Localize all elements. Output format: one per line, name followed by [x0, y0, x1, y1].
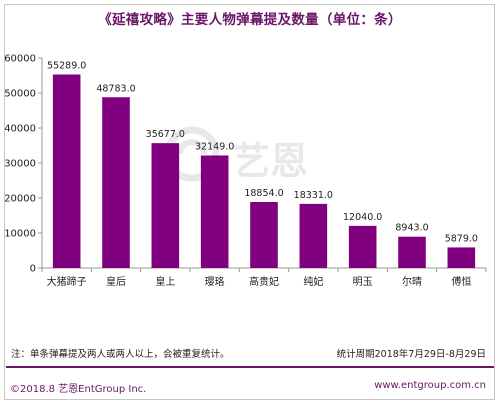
data-label: 12040.0	[343, 212, 382, 223]
bar	[398, 236, 426, 268]
bar	[348, 225, 377, 268]
copyright: ©2018.8 艺恩EntGroup Inc.	[10, 384, 147, 395]
bar	[151, 143, 180, 268]
y-tick-label: 10000	[4, 229, 36, 240]
y-tick-label: 30000	[4, 159, 36, 170]
y-tick-label: 50000	[4, 89, 36, 100]
y-tick-label: 0	[30, 264, 36, 275]
x-tick-label: 尔晴	[402, 275, 422, 288]
x-tick-label: 皇上	[155, 275, 175, 288]
data-label: 5879.0	[445, 233, 478, 244]
bar	[299, 203, 328, 268]
watermark-text: 艺恩	[232, 139, 309, 183]
data-label: 18854.0	[244, 188, 283, 199]
x-tick-label: 大猪蹄子	[47, 275, 87, 288]
data-label: 48783.0	[96, 83, 135, 94]
data-label: 18331.0	[294, 190, 333, 201]
bar	[250, 202, 278, 268]
statistics-period: 统计周期2018年7月29日-8月29日	[336, 349, 486, 360]
data-label: 35677.0	[146, 129, 185, 140]
bar	[52, 74, 81, 269]
x-tick-label: 明玉	[353, 276, 373, 288]
y-tick-label: 60000	[4, 54, 36, 65]
x-tick-label: 纯妃	[303, 275, 323, 288]
footer-divider	[6, 366, 494, 368]
data-label: 55289.0	[47, 60, 86, 71]
bar-chart: 0 10000 20000 30000 40000 50000 60000 55289.0 大猪…	[4, 54, 487, 288]
data-label: 32149.0	[195, 141, 234, 152]
x-tick-label: 璎珞	[205, 275, 225, 288]
data-label: 8943.0	[395, 223, 428, 234]
bar	[447, 247, 476, 268]
footnote: 注：单条弹幕提及两人或两人以上，会被重复统计。	[11, 349, 230, 360]
website-url: www.entgroup.com.cn	[374, 380, 486, 391]
bar	[200, 155, 229, 268]
chart-frame	[4, 4, 495, 400]
y-tick-label: 40000	[4, 124, 36, 135]
x-tick-label: 高贵妃	[249, 275, 279, 288]
bar	[102, 97, 130, 269]
chart-title: 《延禧攻略》主要人物弹幕提及数量（单位：条）	[98, 12, 402, 28]
x-tick-label: 傅恒	[451, 275, 471, 288]
x-tick-label: 皇后	[106, 275, 126, 288]
y-tick-label: 20000	[4, 194, 36, 205]
